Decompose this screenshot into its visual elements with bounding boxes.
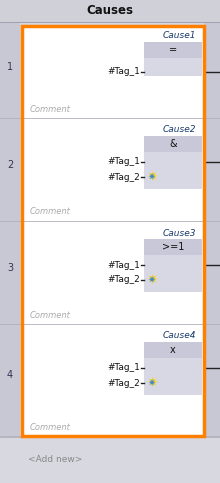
Text: #Tag_1: #Tag_1 xyxy=(107,157,140,167)
Text: ✷: ✷ xyxy=(148,172,156,182)
Bar xyxy=(0,436,220,483)
Bar xyxy=(144,42,202,58)
Bar xyxy=(144,255,202,292)
Bar xyxy=(22,26,204,436)
Bar xyxy=(144,342,202,358)
Text: ✷: ✷ xyxy=(146,170,158,184)
Text: <Add new>: <Add new> xyxy=(28,455,82,465)
Text: ✷: ✷ xyxy=(148,378,156,388)
Text: =: = xyxy=(169,45,177,55)
Text: ✷: ✷ xyxy=(146,273,158,287)
Text: x: x xyxy=(170,345,176,355)
Text: #Tag_2: #Tag_2 xyxy=(107,379,140,387)
Text: Cause4: Cause4 xyxy=(163,331,196,341)
Bar xyxy=(22,26,204,436)
Bar xyxy=(144,358,202,395)
Text: Cause3: Cause3 xyxy=(163,228,196,238)
Text: Causes: Causes xyxy=(86,3,134,16)
Text: Cause2: Cause2 xyxy=(163,126,196,134)
Text: Comment: Comment xyxy=(30,424,71,432)
Text: #Tag_1: #Tag_1 xyxy=(107,260,140,270)
Text: Comment: Comment xyxy=(30,104,71,114)
Text: &: & xyxy=(169,139,177,149)
Bar xyxy=(144,58,202,76)
Text: #Tag_1: #Tag_1 xyxy=(107,364,140,372)
Text: ✷: ✷ xyxy=(148,275,156,285)
Bar xyxy=(204,22,220,436)
Text: ✷: ✷ xyxy=(146,376,158,390)
Bar xyxy=(144,239,202,255)
Text: >=1: >=1 xyxy=(162,242,184,252)
Text: 3: 3 xyxy=(7,263,13,273)
Text: #Tag_1: #Tag_1 xyxy=(107,68,140,76)
Text: Cause1: Cause1 xyxy=(163,31,196,41)
Text: 4: 4 xyxy=(7,370,13,381)
Text: #Tag_2: #Tag_2 xyxy=(107,172,140,182)
Text: 2: 2 xyxy=(7,160,13,170)
Text: 1: 1 xyxy=(7,62,13,72)
Text: #Tag_2: #Tag_2 xyxy=(107,275,140,284)
Bar xyxy=(0,22,20,436)
Text: Comment: Comment xyxy=(30,311,71,319)
Bar xyxy=(0,0,220,22)
Bar xyxy=(144,136,202,152)
Text: Comment: Comment xyxy=(30,208,71,216)
Bar xyxy=(144,152,202,189)
